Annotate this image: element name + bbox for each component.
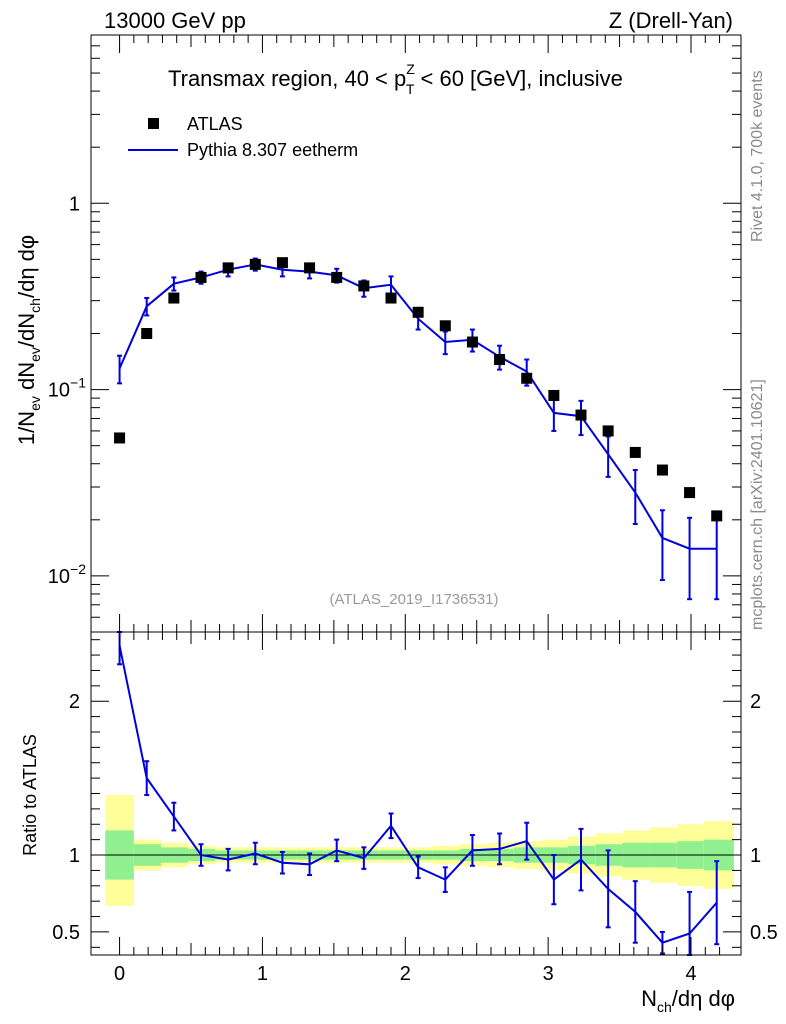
ratio-y-tick-label-right: 2	[750, 691, 761, 713]
atlas-data-point	[168, 292, 180, 304]
ratio-y-tick-label-left: 2	[69, 691, 80, 713]
title-tail: < 60 [GeV], inclusive	[414, 66, 623, 91]
ratio-y-tick-label-right: 1	[750, 845, 761, 867]
atlas-data-point	[412, 306, 424, 318]
atlas-data-point	[195, 271, 207, 283]
atlas-data-point	[358, 280, 370, 292]
atlas-data-point	[602, 425, 614, 437]
title-sub: T	[406, 81, 415, 97]
ratio-panel: 0 1 2 3 4 0.5 0.5 1 1 2 2 Ratio to ATLAS Nch/dη dφ	[20, 631, 778, 1015]
xlabel-sub: ch	[657, 999, 672, 1015]
atlas-data-point	[684, 487, 696, 499]
atlas-data-point	[521, 372, 533, 384]
title-sup: Z	[406, 61, 415, 77]
atlas-data-point	[711, 510, 723, 522]
main-panel: 10−2 10−1 1 Transmax region, 40 < pZ T < 60…	[14, 34, 742, 633]
atlas-data-point	[304, 262, 316, 274]
y-tick-label: 10−1	[48, 375, 86, 402]
ylabel-part-c: /dN	[14, 313, 39, 347]
ylabel-part-d: /dη dφ	[14, 235, 39, 298]
ratio-mc-line	[118, 645, 718, 944]
atlas-data-point	[548, 389, 560, 401]
mc-line	[118, 263, 717, 550]
x-tick-label: 2	[400, 963, 411, 985]
beam-label: 13000 GeV pp	[104, 8, 246, 33]
xlabel: Nch/dη dφ	[641, 986, 735, 1015]
atlas-data-point	[575, 409, 587, 421]
legend-atlas-label: ATLAS	[187, 114, 243, 134]
atlas-data-point	[222, 262, 234, 274]
ratio-y-tick-label-left: 0.5	[52, 922, 80, 944]
atlas-data-point	[466, 336, 478, 348]
x-tick-label: 3	[543, 963, 554, 985]
xlabel-main: N	[641, 986, 657, 1011]
title-main: Transmax region, 40 < p	[168, 66, 406, 91]
rivet-label: Rivet 4.1.0, 700k events	[749, 70, 766, 242]
ylabel-part-a: 1/N	[14, 411, 39, 445]
atlas-data-point	[331, 271, 343, 283]
atlas-data-point	[656, 464, 668, 476]
ratio-y-tick-label-left: 1	[69, 845, 80, 867]
y-tick-label: 10−2	[48, 561, 86, 588]
x-tick-label: 0	[114, 963, 125, 985]
ratio-y-tick-label-right: 0.5	[750, 922, 778, 944]
legend-atlas-marker	[148, 118, 159, 129]
xlabel-tail: /dη dφ	[672, 986, 735, 1011]
atlas-data-point	[385, 292, 397, 304]
mcplots-label: mcplots.cern.ch [arXiv:2401.10621]	[749, 379, 766, 630]
process-label: Z (Drell-Yan)	[609, 8, 733, 33]
ylabel-sub-a: ev	[27, 396, 43, 411]
plot-title: Transmax region, 40 < pZ T < 60 [GeV], in…	[168, 61, 623, 97]
ratio-ylabel: Ratio to ATLAS	[20, 734, 40, 856]
ylabel-sub-b: ev	[27, 347, 43, 362]
ratio-frame	[90, 631, 742, 956]
x-tick-label: 1	[257, 963, 268, 985]
ylabel-sub-c: ch	[27, 298, 43, 313]
atlas-data-point	[439, 320, 451, 332]
legend-mc-label: Pythia 8.307 eetherm	[187, 140, 358, 160]
atlas-data-point	[114, 432, 126, 444]
main-ylabel: 1/Nev dNev/dNch/dη dφ	[14, 235, 43, 445]
atlas-data-point	[141, 328, 153, 339]
analysis-label: (ATLAS_2019_I1736531)	[329, 591, 498, 608]
atlas-data-point	[276, 257, 288, 269]
ylabel-part-b: dN	[14, 362, 39, 396]
atlas-data-point	[629, 446, 641, 458]
y-tick-label: 1	[69, 193, 80, 215]
atlas-data-point	[494, 354, 506, 366]
x-tick-label: 4	[685, 963, 696, 985]
atlas-data-point	[249, 258, 261, 270]
